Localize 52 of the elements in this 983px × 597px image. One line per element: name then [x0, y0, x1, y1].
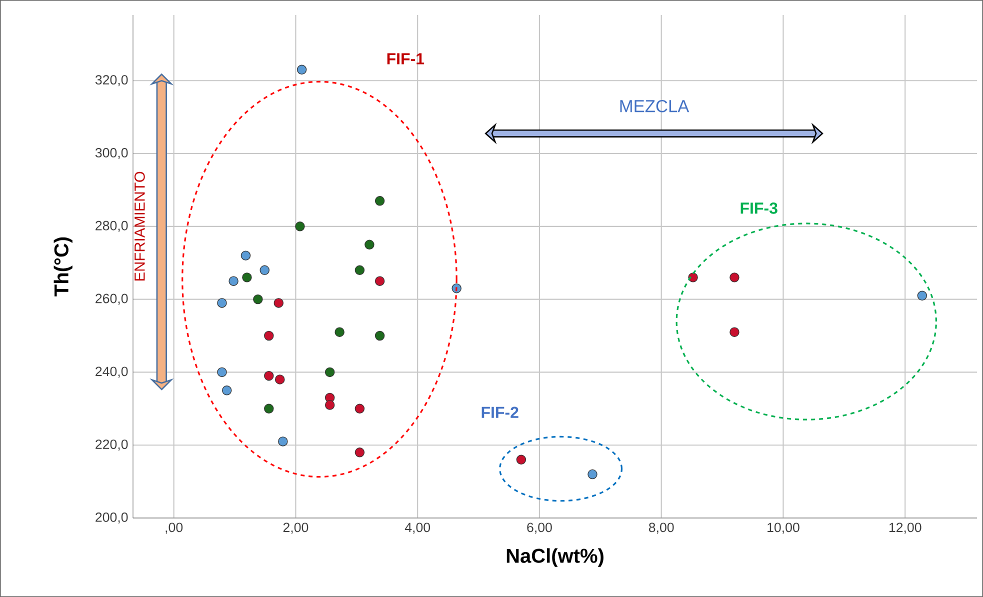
x-tick-label: 4,00 — [404, 522, 430, 534]
point — [264, 330, 274, 341]
point — [917, 290, 928, 301]
point — [240, 250, 251, 260]
point — [274, 374, 285, 384]
x-tick-label: ,00 — [166, 522, 183, 534]
point — [324, 400, 335, 410]
point — [253, 294, 263, 304]
y-tick-label: 220,0 — [96, 440, 128, 451]
point — [222, 386, 232, 396]
x-tick-label: 10,00 — [768, 522, 800, 534]
annotation: ENFRIAMIENTO — [134, 172, 145, 280]
x-tick-label: 6,00 — [527, 522, 552, 534]
point — [354, 448, 365, 458]
y-axis-title: Th(°C) — [54, 237, 72, 296]
point — [217, 367, 227, 378]
point — [295, 222, 305, 232]
point — [228, 276, 238, 286]
y-tick-label: 260,0 — [96, 294, 128, 305]
point — [354, 404, 365, 414]
x-tick-label: 12,00 — [889, 522, 922, 534]
point — [374, 330, 385, 341]
point — [730, 327, 740, 337]
point — [260, 265, 270, 276]
x-tick-label: 8,00 — [648, 522, 674, 534]
y-tick-label: 200,0 — [96, 512, 128, 524]
point — [374, 196, 385, 206]
point — [324, 367, 335, 378]
point — [296, 64, 307, 75]
annotation: FIF-1 — [387, 53, 424, 64]
x-axis-title: NaCl(wt%) — [506, 548, 604, 567]
point — [264, 404, 274, 414]
point — [264, 370, 274, 381]
point — [588, 469, 598, 480]
point — [334, 327, 344, 337]
y-tick-label: 240,0 — [96, 366, 128, 378]
point — [374, 276, 385, 286]
point — [274, 298, 284, 308]
annotation: MEZCLA — [620, 100, 690, 112]
point — [516, 454, 526, 465]
point — [278, 436, 288, 446]
point — [364, 240, 374, 250]
y-tick-label: 320,0 — [95, 75, 128, 86]
point — [242, 272, 252, 282]
point — [217, 298, 227, 308]
point — [730, 272, 740, 282]
y-tick-label: 280,0 — [96, 220, 128, 232]
annotation: FIF-2 — [482, 406, 518, 418]
annotation: FIF-3 — [740, 202, 778, 214]
point — [354, 265, 365, 276]
x-tick-label: 2,00 — [283, 522, 308, 534]
y-tick-label: 300,0 — [95, 148, 128, 160]
